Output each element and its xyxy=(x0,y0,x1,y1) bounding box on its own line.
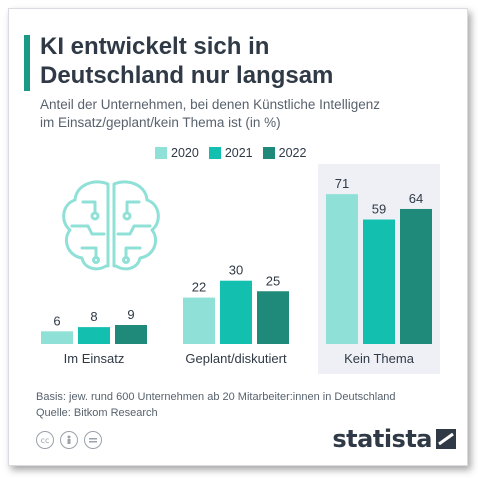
category-label-2: Kein Thema xyxy=(344,351,415,366)
source-publisher: Quelle: Bitkom Research xyxy=(36,407,158,419)
data-label-2021-2: 59 xyxy=(372,202,386,217)
data-label-2022-0: 9 xyxy=(127,307,134,322)
chart-subtitle: Anteil der Unternehmen, bei denen Künstl… xyxy=(40,96,460,132)
legend-label-2021: 2021 xyxy=(224,146,253,160)
bar-2020-1 xyxy=(183,297,215,344)
subtitle-line-2: im Einsatz/geplant/kein Thema ist (in %) xyxy=(40,115,281,130)
data-label-2020-1: 22 xyxy=(192,280,206,295)
category-label-0: Im Einsatz xyxy=(64,351,125,366)
legend-item-2021: 2021 xyxy=(208,146,253,160)
source-basis: Basis: jew. rund 600 Unternehmen ab 20 M… xyxy=(36,391,396,403)
logo-text: statista xyxy=(332,425,432,453)
legend-item-2020: 2020 xyxy=(155,146,199,160)
statista-logo[interactable]: statista xyxy=(332,425,456,453)
data-label-2020-2: 71 xyxy=(335,176,349,191)
data-label-2021-1: 30 xyxy=(229,263,243,278)
bar-2021-0 xyxy=(78,327,110,344)
legend-swatch-2020 xyxy=(155,147,167,159)
cc-icon[interactable]: cc xyxy=(36,431,54,449)
data-label-2022-2: 64 xyxy=(409,191,423,206)
title-accent-bar xyxy=(24,35,30,91)
legend-label-2020: 2020 xyxy=(171,146,199,160)
chart-legend: 2020 2021 2022 xyxy=(155,145,306,161)
bar-2022-1 xyxy=(257,291,289,344)
bar-2021-1 xyxy=(220,280,252,344)
brain-icon xyxy=(62,180,160,271)
source-note: Basis: jew. rund 600 Unternehmen ab 20 M… xyxy=(36,389,396,421)
legend-item-2022: 2022 xyxy=(262,146,307,160)
data-label-2021-0: 8 xyxy=(90,309,97,324)
subtitle-line-1: Anteil der Unternehmen, bei denen Künstl… xyxy=(40,97,380,112)
data-label-2020-0: 6 xyxy=(53,313,60,328)
legend-swatch-2021 xyxy=(208,147,221,159)
bar-2022-2 xyxy=(400,208,432,344)
chart-title: KI entwickelt sich in Deutschland nur la… xyxy=(40,33,334,89)
bar-2020-2 xyxy=(326,194,358,344)
data-label-2022-1: 25 xyxy=(266,273,280,288)
bar-2020-0 xyxy=(41,331,73,344)
bar-2022-0 xyxy=(115,325,147,344)
bar-2021-2 xyxy=(363,219,395,344)
category-label-1: Geplant/diskutiert xyxy=(185,351,287,366)
legend-swatch-2022 xyxy=(262,147,275,159)
equals-icon[interactable] xyxy=(84,431,102,449)
legend-label-2022: 2022 xyxy=(278,146,307,160)
person-icon[interactable] xyxy=(60,431,78,449)
license-icons: cc xyxy=(36,431,102,449)
statista-logo-icon xyxy=(436,429,456,449)
